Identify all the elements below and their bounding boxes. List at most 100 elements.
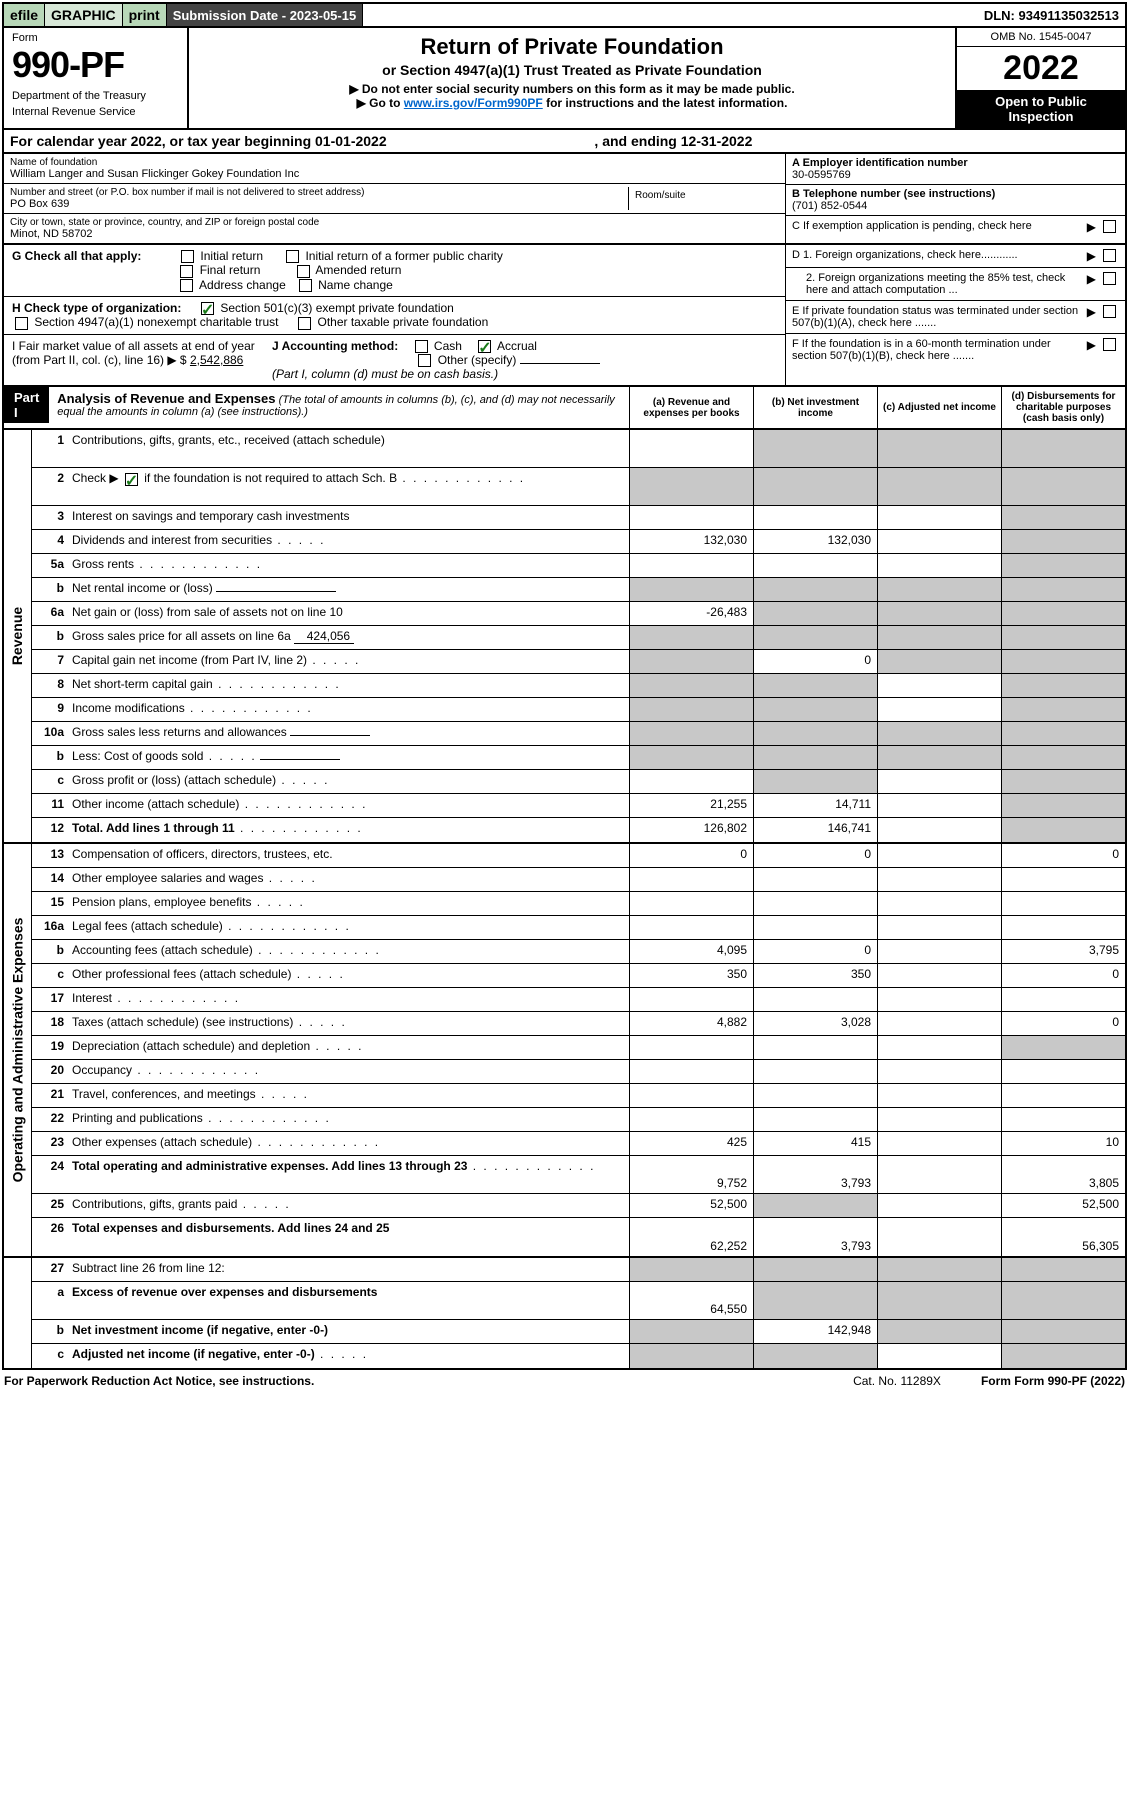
tax-year: 2022 [957,47,1125,90]
g-initial-former-checkbox[interactable] [286,250,299,263]
row-6a: 6a Net gain or (loss) from sale of asset… [32,602,1125,626]
j-accrual-checkbox[interactable] [478,340,491,353]
street-row: Number and street (or P.O. box number if… [4,184,785,214]
efile-button[interactable]: efile [4,4,45,26]
r6b-value: 424,056 [294,629,354,644]
form-ref: Form Form 990-PF (2022) [981,1374,1125,1388]
r16c-d: 0 [1001,964,1125,987]
row-7: 7 Capital gain net income (from Part IV,… [32,650,1125,674]
r26-b: 3,793 [753,1218,877,1256]
f-checkbox[interactable] [1103,338,1116,351]
col-b-header: (b) Net investment income [753,387,877,428]
part1-header-row: Part I Analysis of Revenue and Expenses … [2,387,1127,430]
r25-a: 52,500 [629,1194,753,1217]
g-name-change-checkbox[interactable] [299,279,312,292]
header-left: Form 990-PF Department of the Treasury I… [4,28,189,128]
col-c-header: (c) Adjusted net income [877,387,1001,428]
form-header: Form 990-PF Department of the Treasury I… [2,28,1127,130]
g-row: G Check all that apply: Initial return I… [4,245,785,297]
r11-b: 14,711 [753,794,877,817]
header-note-2: ▶ Go to www.irs.gov/Form990PF for instru… [199,96,945,110]
irs-link[interactable]: www.irs.gov/Form990PF [404,96,543,110]
ein-cell: A Employer identification number 30-0595… [786,154,1125,185]
r13-b: 0 [753,844,877,867]
row-16b: b Accounting fees (attach schedule) 4,09… [32,940,1125,964]
checks-section: G Check all that apply: Initial return I… [2,245,1127,387]
schb-checkbox[interactable] [125,473,138,486]
j-other-checkbox[interactable] [418,354,431,367]
irs-label: Internal Revenue Service [12,106,179,118]
e-checkbox[interactable] [1103,305,1116,318]
d1-checkbox[interactable] [1103,249,1116,262]
fmv-value: 2,542,886 [190,353,243,367]
row-27c: c Adjusted net income (if negative, ente… [32,1344,1125,1368]
g-amended-checkbox[interactable] [297,265,310,278]
row-27a: a Excess of revenue over expenses and di… [32,1282,1125,1320]
print-button[interactable]: print [123,4,167,26]
r4-b: 132,030 [753,530,877,553]
submission-date: Submission Date - 2023-05-15 [167,4,364,26]
form-label: Form [12,32,179,44]
row-27: 27 Subtract line 26 from line 12: [32,1258,1125,1282]
r13-a: 0 [629,844,753,867]
row-23: 23 Other expenses (attach schedule) 4254… [32,1132,1125,1156]
tax-year-begin: 01-01-2022 [315,133,387,149]
g-initial-return-checkbox[interactable] [181,250,194,263]
c-checkbox[interactable] [1103,220,1116,233]
catalog-number: Cat. No. 11289X [853,1374,941,1388]
top-bar: efile GRAPHIC print Submission Date - 20… [2,2,1127,28]
r16c-a: 350 [629,964,753,987]
h-501c3-checkbox[interactable] [201,302,214,315]
expenses-side-label: Operating and Administrative Expenses [4,844,32,1256]
row-11: 11 Other income (attach schedule) 21,255… [32,794,1125,818]
row-3: 3 Interest on savings and temporary cash… [32,506,1125,530]
arrow-icon: ▶ [1087,249,1096,263]
row-1: 1 Contributions, gifts, grants, etc., re… [32,430,1125,468]
d2-checkbox[interactable] [1103,272,1116,285]
r16b-a: 4,095 [629,940,753,963]
j-cash-checkbox[interactable] [415,340,428,353]
r25-d: 52,500 [1001,1194,1125,1217]
calendar-year-row: For calendar year 2022, or tax year begi… [2,130,1127,154]
street-address: PO Box 639 [10,198,628,210]
row-10a: 10a Gross sales less returns and allowan… [32,722,1125,746]
dln-number: DLN: 93491135032513 [978,4,1125,26]
arrow-icon: ▶ [1087,220,1096,234]
arrow-icon: ▶ [1087,272,1096,296]
r12-b: 146,741 [753,818,877,842]
row-2: 2 Check ▶ if the foundation is not requi… [32,468,1125,506]
form-subtitle: or Section 4947(a)(1) Trust Treated as P… [199,62,945,78]
r27b-b: 142,948 [753,1320,877,1343]
ein-value: 30-0595769 [792,169,1119,181]
ij-row: I Fair market value of all assets at end… [4,335,785,386]
d2-row: 2. Foreign organizations meeting the 85%… [786,268,1125,301]
dept-treasury: Department of the Treasury [12,90,179,102]
r24-a: 9,752 [629,1156,753,1193]
h-other-checkbox[interactable] [298,317,311,330]
r24-d: 3,805 [1001,1156,1125,1193]
identity-section: Name of foundation William Langer and Su… [2,154,1127,245]
omb-number: OMB No. 1545-0047 [957,28,1125,47]
row-21: 21 Travel, conferences, and meetings [32,1084,1125,1108]
checks-right: D 1. Foreign organizations, check here..… [785,245,1125,385]
city-state-zip: Minot, ND 58702 [10,228,779,240]
row-12: 12 Total. Add lines 1 through 11 126,802… [32,818,1125,842]
g-final-return-checkbox[interactable] [180,265,193,278]
header-center: Return of Private Foundation or Section … [189,28,955,128]
g-address-change-checkbox[interactable] [180,279,193,292]
r24-b: 3,793 [753,1156,877,1193]
arrow-icon: ▶ [1087,338,1096,362]
row-4: 4 Dividends and interest from securities… [32,530,1125,554]
r26-a: 62,252 [629,1218,753,1256]
part1-label: Part I [4,387,49,423]
tax-year-end: 12-31-2022 [681,133,753,149]
row-5b: b Net rental income or (loss) [32,578,1125,602]
r18-a: 4,882 [629,1012,753,1035]
graphic-button[interactable]: GRAPHIC [45,4,123,26]
r13-d: 0 [1001,844,1125,867]
identity-left: Name of foundation William Langer and Su… [4,154,785,243]
row-10b: b Less: Cost of goods sold [32,746,1125,770]
h-4947-checkbox[interactable] [15,317,28,330]
phone-value: (701) 852-0544 [792,200,1119,212]
r4-a: 132,030 [629,530,753,553]
